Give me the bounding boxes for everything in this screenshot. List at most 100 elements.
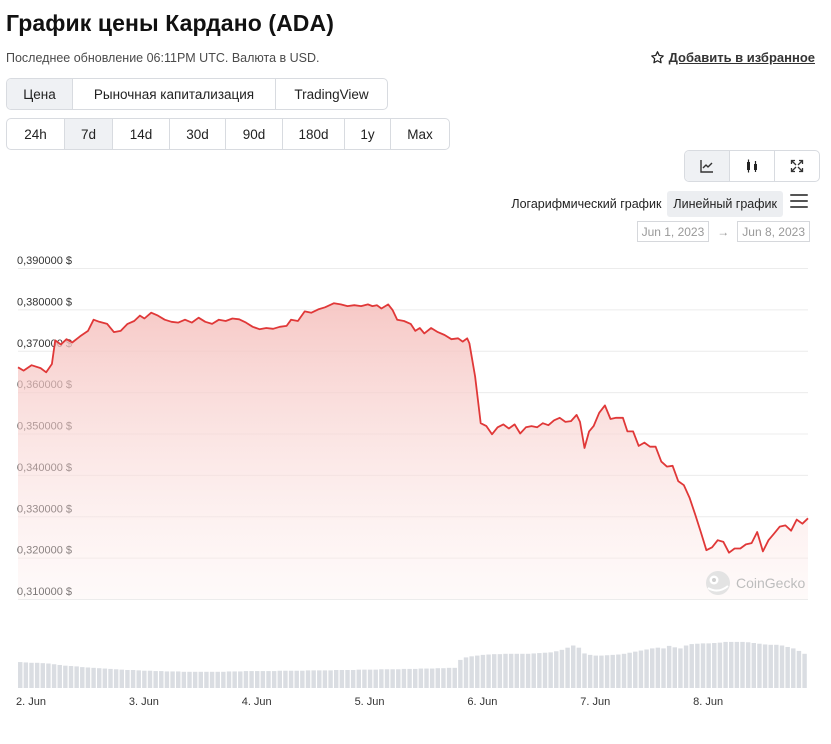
volume-bar — [243, 671, 249, 688]
log-scale-option[interactable]: Логарифмический график — [511, 197, 662, 211]
volume-bar — [492, 654, 497, 688]
volume-bar — [294, 670, 299, 688]
volume-bar — [751, 643, 757, 688]
volume-bar — [537, 653, 542, 688]
volume-bar — [147, 670, 153, 688]
star-icon — [650, 51, 664, 64]
x-axis-labels: 2. Jun 3. Jun 4. Jun 5. Jun 6. Jun 7. Jun 8. J… — [16, 696, 723, 708]
volume-bar — [407, 668, 412, 688]
volume-bar — [91, 667, 96, 688]
volume-bar — [322, 670, 328, 688]
add-to-favorites-link[interactable]: Добавить в избранное — [650, 50, 815, 65]
volume-bar — [379, 669, 384, 688]
volume-bar — [745, 642, 751, 688]
hamburger-menu-icon[interactable] — [790, 194, 808, 210]
x-tick-label: 5. Jun — [355, 696, 385, 708]
volume-bar — [305, 670, 311, 688]
volume-bar — [762, 644, 768, 688]
line-chart-icon — [700, 160, 714, 173]
volume-bar — [63, 665, 68, 688]
volume-bar — [136, 670, 141, 688]
date-from-input[interactable]: Jun 1, 2023 — [636, 221, 710, 242]
volume-bar — [271, 671, 277, 688]
volume-bar — [785, 646, 790, 688]
volume-bar — [791, 648, 796, 688]
range-button-6[interactable]: 1y — [345, 119, 391, 149]
volume-bar — [599, 655, 604, 688]
line-chart-button[interactable] — [685, 151, 731, 181]
volume-bar — [672, 647, 678, 688]
fullscreen-icon — [790, 159, 803, 173]
volume-bar — [723, 641, 728, 688]
volume-bar — [97, 668, 102, 688]
volume-bar — [565, 647, 570, 688]
volume-bar — [683, 645, 689, 688]
price-chart[interactable]: 0,390000 $0,380000 $0,370000 $0,360000 $… — [0, 250, 831, 744]
range-button-1[interactable]: 7d — [65, 119, 113, 149]
volume-bar — [452, 667, 457, 688]
chart-data-tabs: Цена Рыночная капитализация TradingView — [6, 78, 388, 110]
fullscreen-button[interactable] — [775, 151, 819, 181]
linear-scale-option[interactable]: Линейный график — [667, 191, 783, 217]
volume-bar — [650, 648, 655, 688]
volume-bar — [796, 650, 802, 688]
volume-bar — [164, 671, 170, 688]
volume-bar — [441, 668, 446, 688]
volume-bar — [435, 668, 441, 688]
tab-0[interactable]: Цена — [7, 79, 73, 109]
volume-bar — [198, 671, 204, 688]
volume-bar — [576, 647, 582, 688]
volume-bar — [706, 643, 711, 688]
volume-bar — [283, 670, 288, 688]
volume-bar — [520, 653, 525, 688]
tab-1[interactable]: Рыночная капитализация — [73, 79, 276, 109]
candlestick-chart-button[interactable] — [730, 151, 775, 181]
volume-bar — [712, 643, 717, 688]
volume-bar — [542, 652, 548, 688]
volume-bar — [384, 669, 390, 688]
volume-bar — [350, 670, 356, 688]
range-button-2[interactable]: 14d — [113, 119, 170, 149]
arrow-right-icon: → — [717, 224, 730, 239]
range-button-4[interactable]: 90d — [226, 119, 283, 149]
x-tick-label: 8. Jun — [693, 696, 723, 708]
volume-bar — [717, 642, 723, 688]
tab-2[interactable]: TradingView — [294, 86, 369, 102]
volume-bar — [559, 649, 565, 688]
x-tick-label: 4. Jun — [242, 696, 272, 708]
price-series — [17, 302, 809, 599]
volume-bar — [170, 671, 175, 688]
volume-bar — [508, 653, 514, 688]
volume-bar — [373, 669, 378, 688]
range-button-5[interactable]: 180d — [283, 119, 345, 149]
price-area — [18, 303, 808, 599]
time-range-selector: 24h 7d 14d 30d 90d 180d 1y Max — [6, 118, 450, 150]
range-button-0[interactable]: 24h — [7, 119, 65, 149]
volume-bar — [734, 641, 740, 688]
volume-bar — [424, 668, 429, 688]
date-to-input[interactable]: Jun 8, 2023 — [737, 221, 810, 242]
range-button-7[interactable]: Max — [407, 126, 433, 142]
volume-bar — [548, 652, 553, 688]
volume-bar — [616, 654, 621, 688]
volume-bar — [413, 668, 418, 688]
volume-bar — [480, 654, 486, 688]
volume-bar — [531, 653, 536, 688]
volume-bar — [587, 654, 593, 688]
volume-bars — [18, 641, 807, 688]
coingecko-watermark-text: CoinGecko — [736, 575, 805, 591]
page-title: График цены Кардано (ADA) — [6, 10, 334, 36]
volume-bar — [627, 652, 632, 688]
volume-bar — [689, 644, 694, 688]
volume-bar — [255, 671, 260, 688]
volume-bar — [655, 647, 661, 688]
volume-bar — [779, 645, 785, 688]
range-button-3[interactable]: 30d — [170, 119, 226, 149]
volume-bar — [757, 643, 762, 688]
chart-type-toggle — [684, 150, 820, 182]
volume-bar — [40, 663, 46, 688]
volume-bar — [666, 645, 672, 688]
volume-bar — [18, 662, 23, 688]
volume-bar — [429, 668, 435, 688]
volume-bar — [458, 659, 463, 688]
